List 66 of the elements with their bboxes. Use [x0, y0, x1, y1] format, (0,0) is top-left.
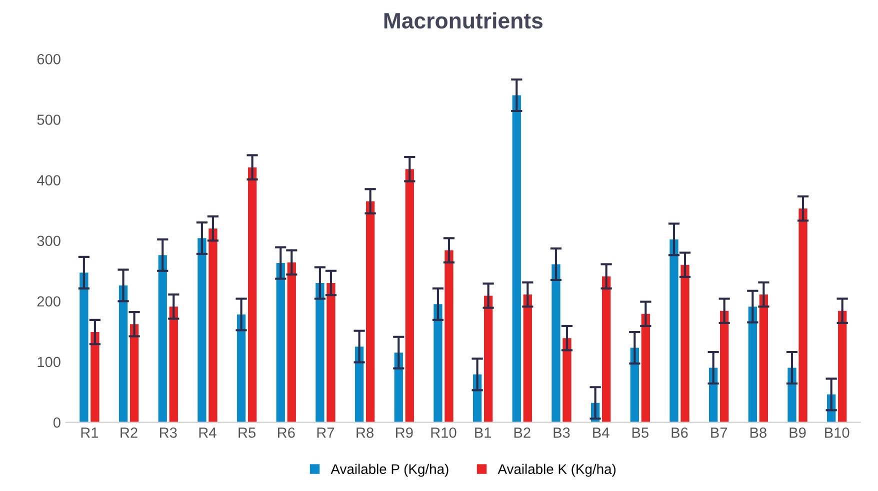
- bar: [748, 306, 757, 422]
- x-tick-label: R7: [317, 428, 334, 438]
- bar: [118, 285, 128, 422]
- x-tick-label: R3: [160, 428, 177, 438]
- x-tick-label: B3: [554, 428, 570, 438]
- x-tick-label: R9: [396, 428, 413, 438]
- y-tick-label: 0: [53, 417, 60, 428]
- chart-title: Macronutrients: [384, 12, 542, 29]
- y-tick-label: 100: [38, 356, 60, 368]
- bar: [434, 304, 442, 422]
- y-tick-label: 500: [37, 114, 60, 125]
- bar: [759, 294, 768, 422]
- bar: [670, 239, 678, 422]
- x-tick-label: R1: [81, 428, 98, 438]
- bar: [198, 238, 206, 422]
- bar: [80, 272, 88, 422]
- x-tick-label: R6: [278, 428, 295, 438]
- bar: [512, 95, 521, 422]
- bar: [169, 306, 178, 422]
- bar: [680, 264, 690, 422]
- bar: [523, 294, 532, 422]
- bar: [641, 314, 650, 422]
- bar: [405, 169, 414, 422]
- y-tick-label: 300: [37, 236, 60, 246]
- bar: [562, 338, 572, 422]
- x-tick-label: R5: [238, 428, 256, 438]
- bar: [630, 348, 639, 422]
- x-tick-label: R4: [199, 428, 216, 438]
- bar: [316, 282, 324, 422]
- x-tick-label: R8: [356, 428, 374, 438]
- bar: [720, 310, 729, 422]
- x-tick-label: B7: [711, 428, 728, 438]
- bar: [838, 310, 847, 422]
- bar: [798, 208, 808, 422]
- x-tick-label: B4: [593, 428, 610, 438]
- bar: [326, 282, 336, 422]
- bar: [552, 264, 560, 422]
- bar: [130, 324, 139, 422]
- bar: [602, 276, 611, 422]
- x-tick-label: B9: [790, 428, 806, 438]
- bar: [394, 352, 403, 422]
- legend-label: Available K (Kg/ha): [498, 464, 616, 477]
- x-tick-label: B8: [750, 428, 766, 438]
- bar: [484, 296, 493, 422]
- bar: [354, 346, 364, 422]
- bar: [248, 167, 257, 422]
- x-tick-label: B1: [475, 428, 492, 438]
- bar: [276, 262, 285, 422]
- bar: [158, 255, 167, 422]
- bar: [287, 262, 296, 422]
- x-tick-label: B5: [632, 428, 648, 438]
- x-tick-label: B10: [825, 428, 850, 438]
- bar: [236, 314, 246, 422]
- y-tick-label: 600: [37, 54, 60, 64]
- bar: [90, 332, 100, 422]
- legend-label: Available P (Kg/ha): [330, 464, 448, 477]
- y-tick-label: 200: [37, 296, 60, 307]
- x-tick-label: B6: [672, 428, 688, 438]
- y-tick-label: 400: [36, 175, 60, 186]
- x-tick-label: B2: [514, 428, 530, 438]
- bar: [366, 201, 375, 422]
- x-tick-label: R2: [120, 428, 138, 438]
- bar: [788, 368, 796, 422]
- x-tick-label: R10: [431, 428, 456, 438]
- bar: [444, 250, 454, 422]
- bar: [208, 228, 218, 422]
